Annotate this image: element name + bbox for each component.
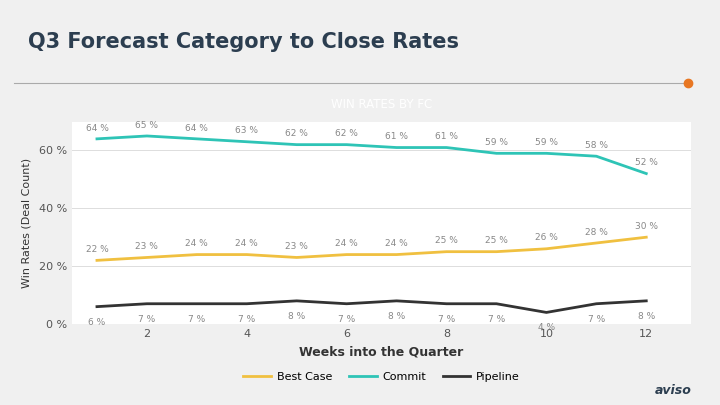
- Text: 23 %: 23 %: [135, 242, 158, 251]
- Text: 7 %: 7 %: [138, 315, 156, 324]
- Text: 30 %: 30 %: [635, 222, 658, 231]
- Text: 24 %: 24 %: [385, 239, 408, 248]
- Text: 8 %: 8 %: [638, 312, 655, 321]
- Text: 64 %: 64 %: [186, 124, 208, 132]
- Text: 7 %: 7 %: [188, 315, 205, 324]
- Text: 58 %: 58 %: [585, 141, 608, 150]
- Text: 62 %: 62 %: [285, 129, 308, 139]
- Text: 26 %: 26 %: [535, 233, 558, 243]
- Text: 59 %: 59 %: [485, 138, 508, 147]
- Text: 61 %: 61 %: [435, 132, 458, 141]
- Text: Q3 Forecast Category to Close Rates: Q3 Forecast Category to Close Rates: [28, 32, 459, 52]
- X-axis label: Weeks into the Quarter: Weeks into the Quarter: [300, 346, 464, 359]
- Text: 7 %: 7 %: [238, 315, 256, 324]
- Text: 24 %: 24 %: [186, 239, 208, 248]
- Text: 4 %: 4 %: [538, 324, 555, 333]
- Text: 8 %: 8 %: [288, 312, 305, 321]
- Text: 65 %: 65 %: [135, 121, 158, 130]
- Text: 6 %: 6 %: [89, 318, 106, 327]
- Text: 7 %: 7 %: [338, 315, 355, 324]
- Text: 62 %: 62 %: [336, 129, 358, 139]
- Text: 8 %: 8 %: [388, 312, 405, 321]
- Text: 7 %: 7 %: [488, 315, 505, 324]
- Text: aviso: aviso: [654, 384, 691, 397]
- Text: 25 %: 25 %: [485, 237, 508, 245]
- Text: 28 %: 28 %: [585, 228, 608, 237]
- Text: 61 %: 61 %: [385, 132, 408, 141]
- Y-axis label: Win Rates (Deal Count): Win Rates (Deal Count): [22, 158, 32, 288]
- Text: 7 %: 7 %: [438, 315, 455, 324]
- Legend: Best Case, Commit, Pipeline: Best Case, Commit, Pipeline: [239, 367, 524, 386]
- Text: 24 %: 24 %: [235, 239, 258, 248]
- Text: 25 %: 25 %: [435, 237, 458, 245]
- Text: 23 %: 23 %: [285, 242, 308, 251]
- Text: 64 %: 64 %: [86, 124, 109, 132]
- Text: 59 %: 59 %: [535, 138, 558, 147]
- Text: 7 %: 7 %: [588, 315, 605, 324]
- Text: 24 %: 24 %: [336, 239, 358, 248]
- Text: 22 %: 22 %: [86, 245, 108, 254]
- Text: 52 %: 52 %: [635, 158, 657, 167]
- Text: 63 %: 63 %: [235, 126, 258, 135]
- Text: WIN RATES BY FC: WIN RATES BY FC: [331, 98, 432, 111]
